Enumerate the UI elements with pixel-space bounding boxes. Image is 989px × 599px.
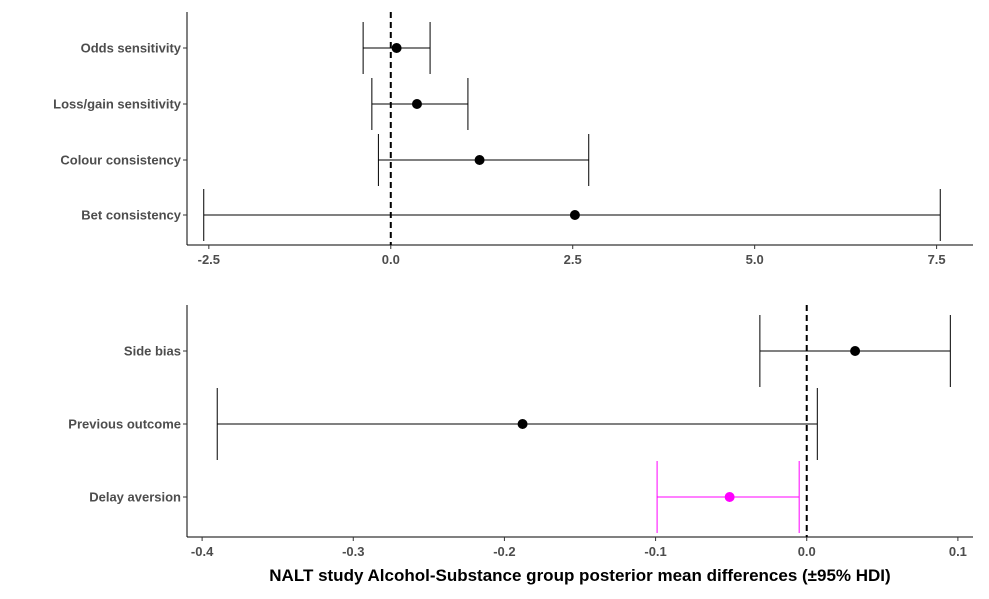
category-label: Colour consistency [60, 153, 181, 168]
category-label: Odds sensitivity [81, 41, 182, 56]
x-tick-label: 5.0 [746, 252, 764, 267]
x-tick-label: -2.5 [198, 252, 220, 267]
mean-point [517, 419, 528, 429]
mean-point [411, 99, 422, 109]
x-tick-label: -0.4 [191, 544, 214, 559]
x-tick-label: 2.5 [564, 252, 582, 267]
x-tick-label: -0.3 [342, 544, 364, 559]
x-tick-label: 0.0 [382, 252, 400, 267]
category-label: Delay aversion [89, 490, 181, 505]
x-tick-label: -0.1 [644, 544, 666, 559]
mean-point [724, 492, 735, 502]
top-panel: -2.5 0.0 2.5 5.0 7.5 Odds sensitivity Loss/gai… [53, 12, 973, 267]
mean-point [474, 155, 485, 165]
x-tick-label: 7.5 [928, 252, 946, 267]
mean-point [391, 43, 402, 53]
mean-point [850, 346, 861, 356]
category-label: Side bias [124, 344, 181, 359]
x-tick-label: 0.0 [798, 544, 816, 559]
category-label: Previous outcome [68, 417, 181, 432]
bottom-panel: -0.4 -0.3 -0.2 -0.1 0.0 0.1 Side bias Previous … [68, 305, 973, 559]
x-axis-title: NALT study Alcohol-Substance group poste… [269, 566, 890, 585]
x-tick-label: -0.2 [493, 544, 515, 559]
mean-point [569, 210, 580, 220]
x-tick-label: 0.1 [949, 544, 967, 559]
category-label: Loss/gain sensitivity [53, 97, 182, 112]
category-label: Bet consistency [81, 208, 181, 223]
